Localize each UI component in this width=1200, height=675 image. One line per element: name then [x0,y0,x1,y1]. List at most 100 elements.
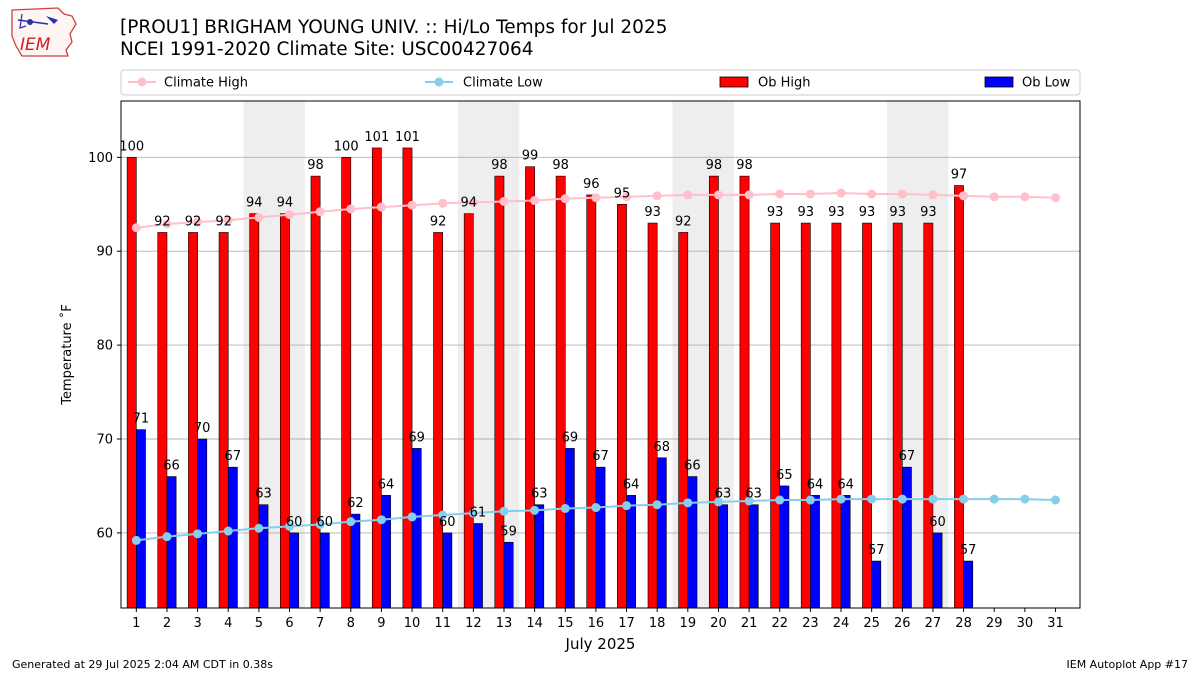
climate-high-point-21 [744,190,754,200]
x-tick-label-26: 26 [894,616,911,631]
climate-low-point-21 [744,496,754,506]
ob-low-bar-2 [166,476,177,609]
ob-low-bar-11 [442,532,453,609]
climate-lines [131,188,1060,545]
ob-low-bar-7 [319,532,330,609]
x-tick-label-28: 28 [955,616,972,631]
ob-high-bar-14 [525,166,535,609]
climate-low-point-27 [928,494,938,504]
ob-high-label-19: 92 [675,214,692,229]
ob-high-bar-21 [739,175,750,609]
x-tick-label-31: 31 [1047,616,1064,631]
climate-high-point-18 [652,191,662,201]
ob-low-bar-18 [656,457,667,609]
ob-high-bar-23 [800,222,811,609]
climate-low-point-5 [254,523,264,533]
app-credit: IEM Autoplot App #17 [1066,658,1189,671]
generated-timestamp: Generated at 29 Jul 2025 2:04 AM CDT in … [12,658,273,671]
climate-high-point-19 [683,190,693,200]
legend-item-ob-high: Ob High [719,76,811,91]
climate-low-point-14 [530,505,540,515]
ob-high-bar-12 [463,213,474,609]
climate-high-point-5 [254,212,264,222]
ob-low-label-25: 57 [868,543,885,558]
ob-low-label-6: 60 [286,515,303,530]
ob-low-label-18: 68 [654,440,671,455]
ob-high-bar-2 [157,232,168,609]
x-tick-label-29: 29 [986,616,1003,631]
climate-low-point-15 [560,503,570,513]
ob-high-label-9: 101 [364,130,389,145]
y-tick-label-60: 60 [96,526,113,541]
climate-high-point-26 [897,189,907,199]
ob-high-label-21: 98 [736,158,753,173]
x-tick-label-11: 11 [434,616,451,631]
ob-low-label-3: 70 [194,421,211,436]
climate-high-point-25 [867,189,877,199]
ob-low-label-14: 63 [531,487,548,502]
legend-marker-climate-low [434,77,444,87]
ob-low-label-16: 67 [592,449,609,464]
climate-high-point-1 [131,223,141,233]
climate-high-point-16 [591,193,601,203]
ob-low-label-23: 64 [807,477,824,492]
ob-low-bar-23 [810,495,820,609]
x-tick-label-6: 6 [285,616,293,631]
ob-high-label-20: 98 [706,158,723,173]
legend-label-climate-low: Climate Low [463,76,543,91]
ob-low-label-24: 64 [837,477,854,492]
x-tick-label-5: 5 [255,616,263,631]
climate-low-point-8 [346,517,356,527]
ob-high-label-16: 96 [583,177,600,192]
legend-swatch-ob-high [719,76,749,88]
climate-high-point-2 [162,219,172,229]
climate-high-point-9 [376,202,386,212]
climate-low-point-7 [315,519,325,529]
climate-low-point-18 [652,500,662,510]
climate-low-point-19 [683,498,693,508]
x-tick-label-10: 10 [404,616,421,631]
ob-low-label-10: 69 [408,430,425,445]
ob-high-bar-26 [892,222,903,609]
climate-low-point-31 [1050,495,1060,505]
climate-low-point-20 [713,497,723,507]
ob-high-label-27: 93 [920,205,937,220]
ob-low-bar-6 [289,532,300,609]
climate-low-point-17 [622,501,632,511]
ob-low-bar-25 [871,560,882,609]
legend-item-climate-high: Climate High [128,76,248,91]
x-tick-label-19: 19 [680,616,697,631]
climate-high-point-20 [713,190,723,200]
ob-low-label-1: 71 [133,412,150,427]
legend-swatch-ob-low [984,76,1014,88]
climate-high-point-23 [805,189,815,199]
x-tick-label-21: 21 [741,616,758,631]
legend: Climate High Climate Low Ob High Ob Low [120,69,1081,96]
ob-high-label-25: 93 [859,205,876,220]
climate-low-point-1 [131,535,141,545]
climate-high-point-4 [223,215,233,225]
ob-low-bar-1 [136,429,146,609]
legend-label-ob-high: Ob High [758,76,811,91]
x-tick-label-1: 1 [132,616,140,631]
ob-high-label-14: 99 [522,149,539,164]
ob-low-bar-20 [718,504,728,609]
ob-low-bar-17 [626,495,637,609]
x-tick-label-23: 23 [802,616,819,631]
legend-label-climate-high: Climate High [164,76,248,91]
y-tick-label-100: 100 [88,151,113,166]
ob-low-label-5: 63 [255,487,272,502]
y-tick-label-80: 80 [96,339,113,354]
ob-high-bar-8 [341,157,352,609]
climate-low-point-25 [867,494,877,504]
ob-low-bar-28 [963,560,974,609]
ob-low-bar-24 [840,495,851,609]
ob-low-bar-26 [901,466,912,609]
ob-low-label-4: 67 [225,449,242,464]
ob-high-label-24: 93 [828,205,845,220]
climate-high-point-14 [530,196,540,206]
legend-label-ob-low: Ob Low [1022,76,1071,91]
x-tick-label-30: 30 [1017,616,1034,631]
